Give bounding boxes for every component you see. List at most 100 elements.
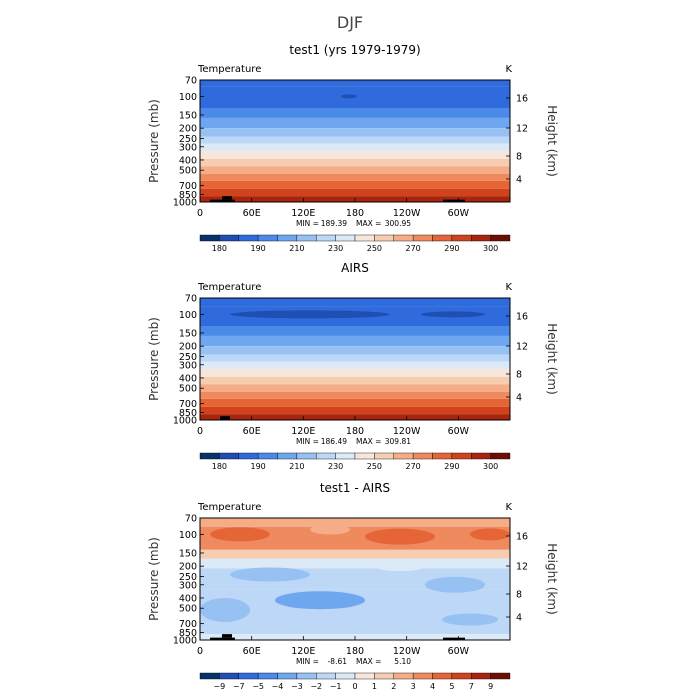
- colorbar-segment: [432, 672, 453, 680]
- y2-tick-label: 4: [516, 613, 522, 624]
- contour-band: [200, 384, 510, 392]
- topography: [220, 416, 230, 420]
- x-tick-label: 60E: [243, 426, 261, 437]
- y-tick-label: 250: [179, 134, 197, 145]
- stats-max-value: 309.81: [385, 437, 411, 446]
- contour-blob: [200, 597, 250, 622]
- colorbar-label: 250: [367, 462, 382, 471]
- colorbar-segment: [354, 672, 375, 680]
- panel-title: test1 (yrs 1979-1979): [289, 43, 420, 57]
- x-tick-label: 180: [346, 208, 364, 219]
- colorbar-label: 3: [411, 682, 416, 691]
- colorbar-segment: [490, 234, 511, 242]
- x-tick-label: 120W: [393, 646, 421, 657]
- y2-axis-label: Height (km): [545, 105, 559, 176]
- colorbar-label: −4: [272, 682, 284, 691]
- units-label: K: [505, 64, 512, 75]
- colorbar-label: 7: [469, 682, 474, 691]
- stats-min-label: MIN =: [296, 657, 319, 666]
- x-tick-label: 120E: [291, 646, 315, 657]
- contour-band: [200, 369, 510, 377]
- y-tick-label: 300: [179, 580, 197, 591]
- colorbar-segment: [257, 452, 278, 460]
- colorbar-label: −2: [310, 682, 322, 691]
- contour-band: [200, 151, 510, 159]
- x-tick-label: 0: [197, 646, 203, 657]
- colorbar-segment: [451, 452, 472, 460]
- colorbar-segment: [374, 672, 394, 680]
- x-tick-label: 180: [346, 646, 364, 657]
- y-axis-label: Pressure (mb): [147, 99, 161, 183]
- x-tick-label: 180: [346, 426, 364, 437]
- contour-band: [200, 346, 510, 355]
- stats-max-value: 5.10: [394, 657, 411, 666]
- colorbar-label: 230: [328, 244, 343, 253]
- contour-blob: [425, 576, 485, 593]
- colorbar-segment: [412, 234, 433, 242]
- stats-min-value: -8.61: [328, 657, 348, 666]
- contour-blob: [341, 94, 357, 99]
- x-tick-label: 120E: [291, 208, 315, 219]
- colorbar-segment: [219, 672, 239, 680]
- colorbar-segment: [277, 452, 298, 460]
- colorbar-segment: [393, 234, 414, 242]
- contour-blob: [365, 528, 435, 545]
- colorbar-label: 270: [405, 462, 420, 471]
- colorbar-label: −5: [252, 682, 264, 691]
- y-tick-label: 150: [179, 548, 197, 559]
- colorbar-segment: [219, 452, 239, 460]
- field-label: Temperature: [197, 282, 261, 293]
- y-tick-label: 400: [179, 373, 197, 384]
- colorbar-segment: [296, 672, 317, 680]
- colorbar-segment: [296, 452, 317, 460]
- colorbar-label: 210: [289, 244, 304, 253]
- contour-band: [200, 549, 510, 559]
- colorbar-label: 0: [352, 682, 357, 691]
- y-tick-label: 700: [179, 181, 197, 192]
- contour-band: [200, 80, 510, 87]
- colorbar-segment: [238, 452, 259, 460]
- contour-band: [200, 518, 510, 527]
- contour-band: [200, 298, 510, 307]
- colorbar-segment: [490, 452, 511, 460]
- stats-max-label: MAX =: [356, 657, 381, 666]
- chart-panel: test1 (yrs 1979-1979) Temperature K 70 100 15…: [147, 43, 559, 253]
- x-tick-label: 120W: [393, 208, 421, 219]
- contour-band: [200, 335, 510, 347]
- colorbar-segment: [471, 452, 491, 460]
- colorbar-segment: [412, 672, 433, 680]
- colorbar-label: 250: [367, 244, 382, 253]
- contour-blob: [310, 524, 350, 535]
- colorbar-label: −1: [330, 682, 342, 691]
- y-tick-label: 70: [185, 76, 197, 87]
- stats-max-label: MAX =: [356, 219, 381, 228]
- y-axis-label: Pressure (mb): [147, 537, 161, 621]
- contour-blob: [375, 561, 425, 572]
- units-label: K: [505, 282, 512, 293]
- y-tick-label: 400: [179, 155, 197, 166]
- contour-band: [200, 406, 510, 415]
- y-tick-label: 1000: [173, 416, 197, 427]
- colorbar-label: 1: [372, 682, 377, 691]
- y-tick-label: 700: [179, 399, 197, 410]
- contour-band: [200, 173, 510, 181]
- colorbar-segment: [199, 672, 220, 680]
- contour-blob: [275, 591, 365, 610]
- x-tick-label: 0: [197, 208, 203, 219]
- x-tick-label: 60W: [448, 426, 470, 437]
- x-tick-label: 60E: [243, 646, 261, 657]
- stats-min-label: MIN =: [296, 219, 319, 228]
- y-tick-label: 70: [185, 294, 197, 305]
- colorbar-label: 270: [405, 244, 420, 253]
- y-tick-label: 850: [179, 190, 197, 201]
- colorbar-segment: [277, 234, 298, 242]
- y2-tick-label: 4: [516, 393, 522, 404]
- y-tick-label: 250: [179, 572, 197, 583]
- contour-band: [200, 558, 510, 569]
- contour-band: [200, 391, 510, 399]
- contour-band: [200, 188, 510, 197]
- y-tick-label: 1000: [173, 198, 197, 209]
- contour-blob: [442, 613, 498, 626]
- colorbar-segment: [393, 672, 414, 680]
- y-tick-label: 400: [179, 593, 197, 604]
